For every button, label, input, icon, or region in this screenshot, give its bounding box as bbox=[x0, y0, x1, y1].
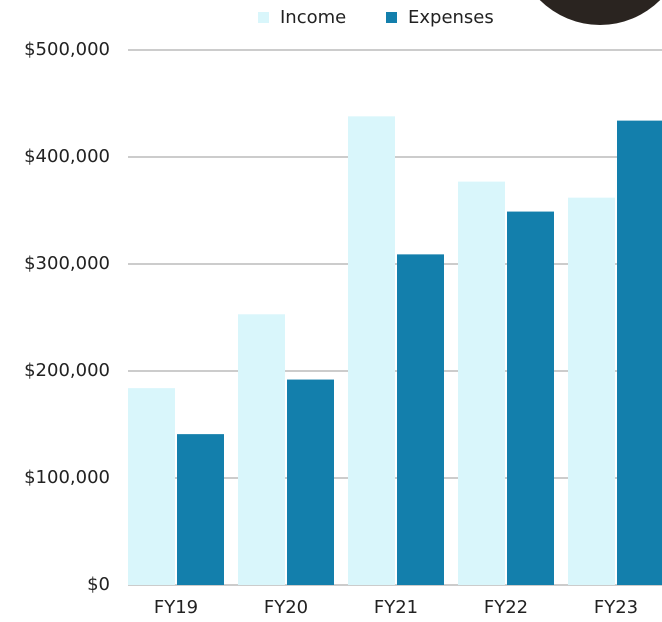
x-tick-label: FY23 bbox=[594, 597, 638, 618]
bar bbox=[568, 198, 615, 585]
y-tick-label: $0 bbox=[87, 574, 110, 595]
photo bbox=[515, 0, 662, 25]
bar bbox=[128, 388, 175, 585]
x-tick-label: FY20 bbox=[264, 597, 308, 618]
x-tick-label: FY22 bbox=[484, 597, 528, 618]
bar bbox=[617, 121, 662, 585]
y-tick-label: $300,000 bbox=[24, 253, 110, 274]
legend-swatch bbox=[258, 12, 269, 23]
bar bbox=[397, 254, 444, 585]
chart: $0 $100,000 $200,000 $300,000 $400,000 $500,0… bbox=[0, 0, 662, 622]
bar bbox=[238, 314, 285, 585]
plot bbox=[128, 50, 662, 585]
y-tick-label: $100,000 bbox=[24, 467, 110, 488]
y-tick-label: $500,000 bbox=[24, 39, 110, 60]
legend-swatch bbox=[386, 12, 397, 23]
bar bbox=[458, 182, 505, 585]
bar bbox=[287, 380, 334, 585]
legend-label: Income bbox=[280, 7, 346, 28]
bar bbox=[177, 434, 224, 585]
y-tick-label: $400,000 bbox=[24, 146, 110, 167]
bar bbox=[507, 212, 554, 585]
bar bbox=[348, 116, 395, 585]
x-tick-label: FY21 bbox=[374, 597, 418, 618]
legend-label: Expenses bbox=[408, 7, 494, 28]
x-tick-label: FY19 bbox=[154, 597, 198, 618]
y-tick-label: $200,000 bbox=[24, 360, 110, 381]
